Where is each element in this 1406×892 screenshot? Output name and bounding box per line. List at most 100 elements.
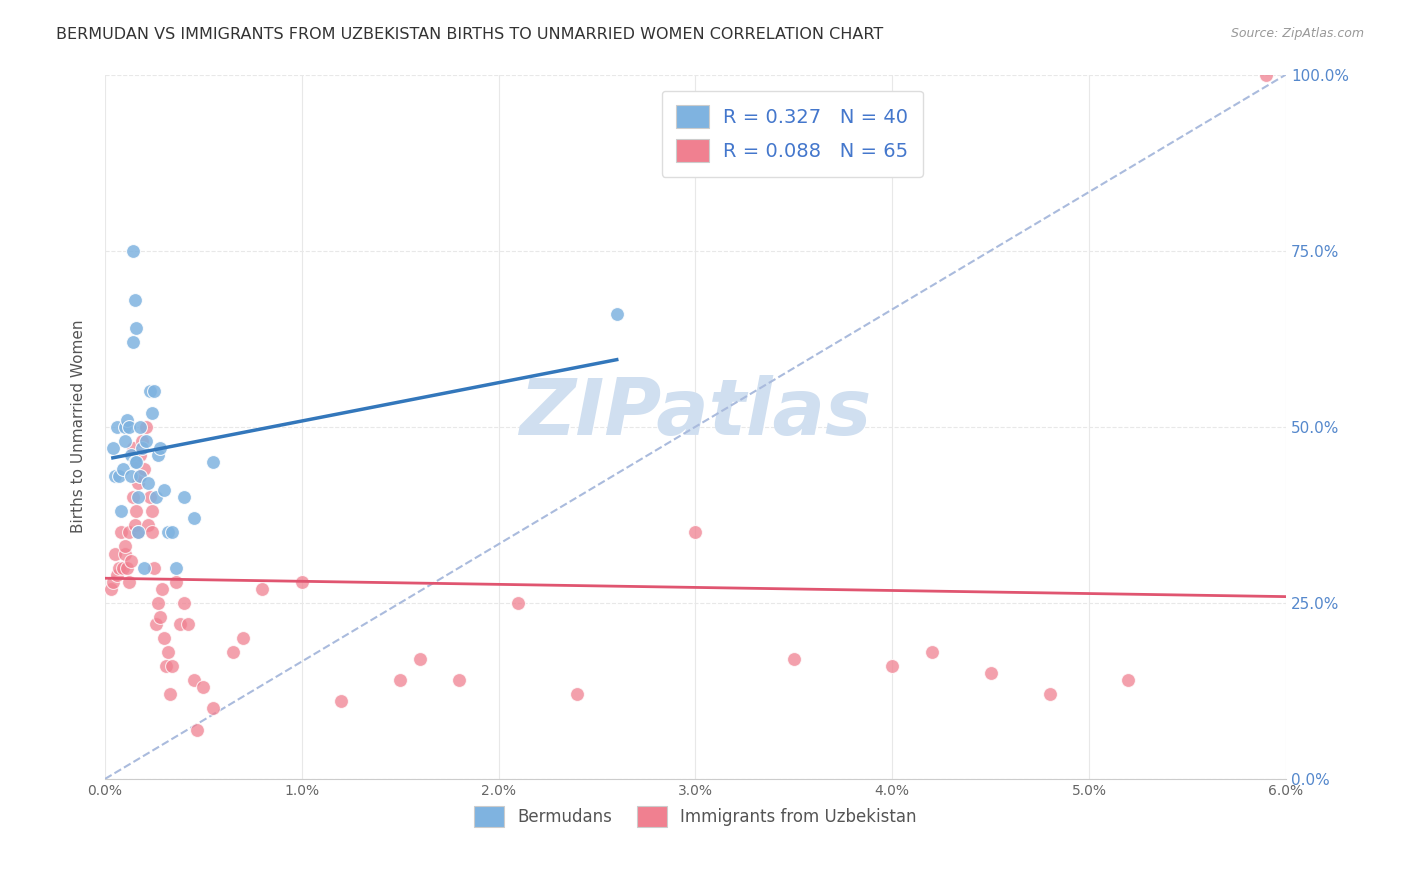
Text: Source: ZipAtlas.com: Source: ZipAtlas.com (1230, 27, 1364, 40)
Point (146, 596, 169, 610)
Point (104, 547, 127, 561)
Point (127, 490, 149, 504)
Point (117, 574, 139, 589)
Point (129, 448, 152, 462)
Point (124, 518, 146, 533)
Point (149, 610, 172, 624)
Point (125, 504, 148, 518)
Point (143, 384, 166, 399)
Point (139, 490, 162, 504)
Point (980, 666, 1002, 681)
Point (115, 560, 138, 574)
Point (117, 525, 139, 540)
Point (125, 455, 148, 469)
Point (183, 511, 205, 525)
Point (114, 434, 136, 448)
Point (121, 335, 143, 350)
Point (1256, 68, 1278, 82)
Point (111, 560, 134, 574)
Point (141, 525, 163, 540)
Point (127, 525, 149, 540)
Point (409, 652, 432, 666)
Point (449, 673, 471, 688)
Point (202, 455, 225, 469)
Point (124, 293, 146, 307)
Point (169, 616, 191, 631)
Point (160, 659, 183, 673)
Point (173, 596, 195, 610)
Point (131, 441, 153, 455)
Point (685, 525, 707, 540)
Text: ZIPatlas: ZIPatlas (519, 375, 872, 450)
Point (125, 321, 148, 335)
Point (508, 596, 530, 610)
Point (143, 560, 166, 574)
Point (134, 560, 156, 574)
Point (252, 582, 274, 596)
Text: BERMUDAN VS IMMIGRANTS FROM UZBEKISTAN BIRTHS TO UNMARRIED WOMEN CORRELATION CHA: BERMUDAN VS IMMIGRANTS FROM UZBEKISTAN B… (56, 27, 883, 42)
Point (134, 462, 156, 476)
Point (146, 448, 169, 462)
Point (156, 525, 179, 540)
Point (117, 419, 139, 434)
Point (127, 476, 149, 491)
Point (149, 441, 172, 455)
Point (153, 631, 176, 645)
Point (135, 419, 157, 434)
Point (136, 476, 159, 491)
Point (107, 469, 129, 483)
Point (107, 560, 129, 574)
Point (1118, 673, 1140, 688)
Point (183, 673, 205, 688)
Point (139, 384, 162, 399)
Point (155, 659, 177, 673)
Point (120, 469, 142, 483)
Point (783, 652, 806, 666)
Point (111, 462, 134, 476)
Point (193, 681, 215, 695)
Point (124, 455, 146, 469)
Point (120, 553, 142, 567)
Point (921, 645, 943, 659)
Point (145, 490, 167, 504)
Point (330, 694, 353, 708)
Point (159, 687, 181, 701)
Point (153, 483, 176, 497)
Point (110, 525, 132, 540)
Legend: Bermudans, Immigrants from Uzbekistan: Bermudans, Immigrants from Uzbekistan (467, 799, 924, 834)
Point (136, 518, 159, 533)
Point (115, 412, 138, 426)
Point (165, 560, 187, 574)
Point (129, 469, 152, 483)
Point (1039, 687, 1062, 701)
Point (176, 616, 198, 631)
Point (124, 455, 146, 469)
Point (232, 631, 254, 645)
Point (131, 434, 153, 448)
Point (114, 547, 136, 561)
Point (121, 244, 143, 258)
Point (145, 616, 167, 631)
Point (606, 307, 628, 321)
Point (165, 574, 187, 589)
Point (291, 574, 314, 589)
Point (114, 540, 136, 554)
Point (120, 448, 142, 462)
Point (150, 582, 173, 596)
Point (156, 645, 179, 659)
Point (202, 701, 225, 715)
Point (101, 574, 124, 589)
Point (110, 504, 132, 518)
Point (101, 441, 124, 455)
Point (173, 490, 195, 504)
Point (186, 723, 208, 737)
Point (105, 419, 128, 434)
Point (141, 406, 163, 420)
Point (104, 469, 127, 483)
Point (135, 434, 157, 448)
Point (389, 673, 412, 688)
Point (882, 659, 904, 673)
Point (121, 490, 143, 504)
Point (129, 419, 152, 434)
Point (114, 419, 136, 434)
